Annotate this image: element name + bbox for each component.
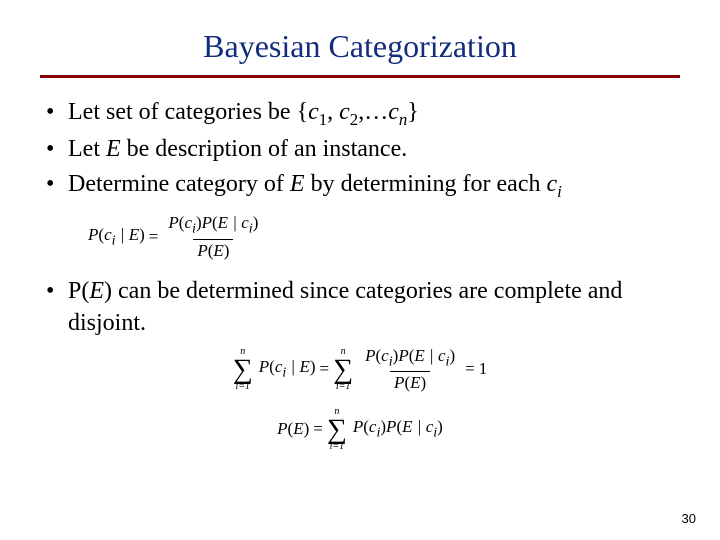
s2-sig: ∑ bbox=[333, 357, 353, 382]
b1-pre: Let set of categories be { bbox=[68, 99, 308, 125]
b1-post: } bbox=[407, 99, 419, 125]
l3-E: E bbox=[293, 419, 303, 438]
eq-E: E bbox=[129, 225, 139, 244]
bullet-1: Let set of categories be {c1, c2,…cn} bbox=[40, 96, 680, 131]
bullet-list-2: P(E) can be determined since categories … bbox=[40, 275, 680, 340]
eq2-one: 1 bbox=[479, 359, 488, 379]
b1-s2: 2 bbox=[350, 110, 358, 129]
t1-E: E bbox=[299, 357, 309, 376]
eq2-term1: P(ci | E) bbox=[259, 357, 316, 381]
b1-s1: 1 bbox=[319, 110, 327, 129]
d2-P: P bbox=[394, 373, 404, 392]
d2-E: E bbox=[410, 373, 420, 392]
b3-post: by determining for each bbox=[305, 171, 547, 197]
b1-sn: n bbox=[399, 110, 407, 129]
n-bar: | bbox=[228, 213, 241, 232]
n-P1: P bbox=[168, 213, 178, 232]
eq1-den: P(E) bbox=[193, 239, 233, 261]
b4-post: ) can be determined since categories are… bbox=[68, 278, 622, 336]
t1-P: P bbox=[259, 357, 269, 376]
eq-rp: ) bbox=[139, 225, 145, 244]
eq-c: c bbox=[104, 225, 112, 244]
l3-P: P bbox=[277, 419, 287, 438]
b1-sep2: ,… bbox=[358, 99, 388, 125]
d2-rp: ) bbox=[421, 373, 427, 392]
b4-pre: P( bbox=[68, 278, 89, 304]
eq3-lhs: P(E) bbox=[277, 419, 309, 439]
eq3-eq: = bbox=[313, 419, 323, 439]
title-rule bbox=[40, 75, 680, 78]
b3-E: E bbox=[290, 171, 305, 197]
s1-bot: i=1 bbox=[236, 382, 251, 392]
b1-sep1: , bbox=[327, 99, 339, 125]
b1-c1: c bbox=[308, 99, 319, 125]
sigma-3: n ∑ i=1 bbox=[327, 407, 347, 452]
page-number: 30 bbox=[682, 511, 696, 526]
eq2-frac: P(ci)P(E | ci) P(E) bbox=[361, 346, 459, 393]
equation-group: n ∑ i=1 P(ci | E) = n ∑ i=1 P(ci)P(E | c… bbox=[40, 346, 680, 453]
eq2-eq2: = bbox=[465, 359, 475, 379]
eq2-den: P(E) bbox=[390, 371, 430, 393]
r3-P2: P bbox=[386, 417, 396, 436]
n2-c2: c bbox=[438, 346, 446, 365]
bullet-4: P(E) can be determined since categories … bbox=[40, 275, 680, 340]
b1-cn: c bbox=[388, 99, 399, 125]
eq3-rhs: P(ci)P(E | ci) bbox=[353, 417, 443, 441]
eq-bar: | bbox=[116, 225, 129, 244]
n-rp2: ) bbox=[253, 213, 259, 232]
eq2-eq1: = bbox=[320, 359, 330, 379]
s3-bot: i=1 bbox=[330, 442, 345, 452]
r3-rp2: ) bbox=[437, 417, 443, 436]
n-P2: P bbox=[202, 213, 212, 232]
eq1-row: P(ci | E) = P(ci)P(E | ci) P(E) bbox=[88, 213, 680, 260]
s3-sig: ∑ bbox=[327, 417, 347, 442]
bullet-3: Determine category of E by determining f… bbox=[40, 168, 680, 203]
b3-pre: Determine category of bbox=[68, 171, 290, 197]
eq1-frac: P(ci)P(E | ci) P(E) bbox=[164, 213, 262, 260]
equation-3: P(E) = n ∑ i=1 P(ci)P(E | ci) bbox=[277, 407, 443, 452]
s2-bot: i=1 bbox=[336, 382, 351, 392]
r3-P1: P bbox=[353, 417, 363, 436]
n2-P1: P bbox=[365, 346, 375, 365]
b4-E: E bbox=[89, 278, 104, 304]
b3-c: c bbox=[547, 171, 558, 197]
b2-post: be description of an instance. bbox=[121, 136, 408, 162]
b3-si: i bbox=[557, 182, 562, 201]
t1-bar: | bbox=[286, 357, 299, 376]
n2-c1: c bbox=[381, 346, 389, 365]
eq-P: P bbox=[88, 225, 98, 244]
eq1-eq: = bbox=[149, 227, 159, 247]
d-rp: ) bbox=[224, 241, 230, 260]
s1-sig: ∑ bbox=[233, 357, 253, 382]
bullet-2: Let E be description of an instance. bbox=[40, 133, 680, 165]
b2-pre: Let bbox=[68, 136, 106, 162]
n2-P2: P bbox=[398, 346, 408, 365]
n2-E: E bbox=[414, 346, 424, 365]
n-c2: c bbox=[241, 213, 249, 232]
n-c1: c bbox=[184, 213, 192, 232]
slide-title: Bayesian Categorization bbox=[40, 28, 680, 65]
n2-bar: | bbox=[425, 346, 438, 365]
r3-E: E bbox=[402, 417, 412, 436]
eq1-num: P(ci)P(E | ci) bbox=[164, 213, 262, 238]
l3-rp: ) bbox=[304, 419, 310, 438]
sigma-2: n ∑ i=1 bbox=[333, 347, 353, 392]
slide: Bayesian Categorization Let set of categ… bbox=[0, 0, 720, 540]
b2-E: E bbox=[106, 136, 121, 162]
sigma-1: n ∑ i=1 bbox=[233, 347, 253, 392]
d-E: E bbox=[213, 241, 223, 260]
bullet-list: Let set of categories be {c1, c2,…cn} Le… bbox=[40, 96, 680, 203]
equation-2: n ∑ i=1 P(ci | E) = n ∑ i=1 P(ci)P(E | c… bbox=[233, 346, 487, 393]
eq1-lhs: P(ci | E) bbox=[88, 225, 145, 249]
equation-1: P(ci | E) = P(ci)P(E | ci) P(E) bbox=[88, 213, 680, 260]
d-P: P bbox=[197, 241, 207, 260]
n2-rp2: ) bbox=[449, 346, 455, 365]
r3-bar: | bbox=[413, 417, 426, 436]
t1-rp: ) bbox=[310, 357, 316, 376]
n-E: E bbox=[218, 213, 228, 232]
eq2-num: P(ci)P(E | ci) bbox=[361, 346, 459, 371]
b1-c2: c bbox=[339, 99, 350, 125]
